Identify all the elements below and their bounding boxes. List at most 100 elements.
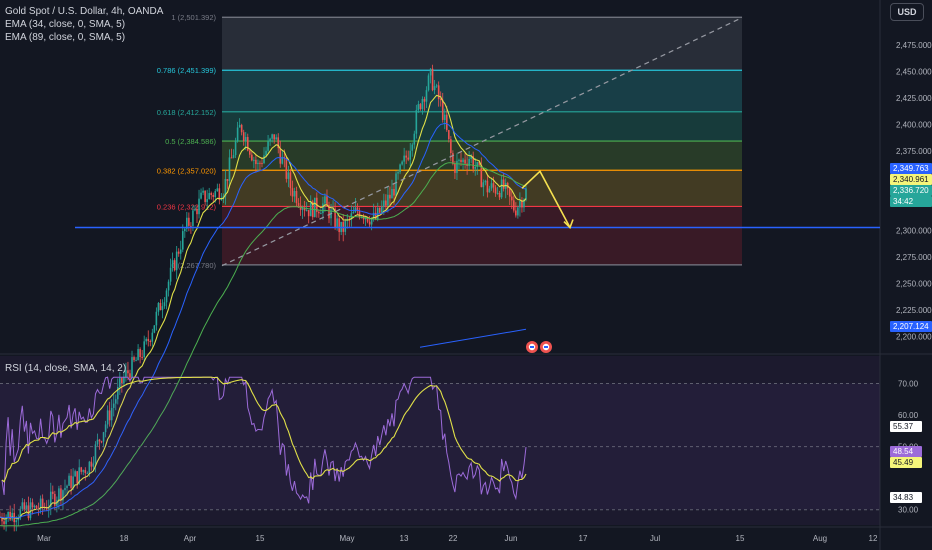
candle-body [104,424,107,433]
candle-body [515,210,517,216]
candle-body [468,158,470,167]
rsi-tick-label: 60.00 [898,411,919,420]
candle-body [29,502,32,519]
candle-body [45,507,48,510]
price-badge [890,185,932,196]
candle-body [423,98,426,102]
candle-body [313,197,316,218]
candle-body [277,137,280,149]
candle-body [368,221,371,225]
candle-body [159,302,162,311]
candle-body [500,179,503,198]
candle-body [523,199,525,208]
candle-body [281,157,284,164]
candle-body [320,213,322,215]
fib-level-label: 0 (2,267.780) [171,261,216,270]
candle-body [358,210,361,218]
candle-body [271,134,273,139]
candle-body [39,498,42,510]
candle-body [169,267,172,282]
candle-body [141,357,143,359]
candle-body [78,467,81,484]
currency-button[interactable]: USD [890,3,924,21]
candle-body [275,137,278,140]
candle-body [15,520,18,523]
candle-body [163,302,166,307]
candle-body [190,225,192,227]
ema34-legend: EMA (34, close, 0, SMA, 5) [5,19,126,30]
candle-body [419,104,422,110]
candle-body [490,183,493,189]
candle-body [137,349,139,361]
candle-body [198,198,200,215]
rsi-tick-label: 70.00 [898,379,919,388]
price-badge-label: 2,336.720 [893,186,929,195]
candle-body [273,134,275,140]
candle-body [399,164,401,173]
fib-zone [222,17,742,71]
candle-body [415,110,418,134]
candle-body [246,137,249,151]
candle-body [131,357,133,378]
candle-body [200,192,202,199]
candle-body [161,306,164,311]
event-flag-icon[interactable] [540,341,552,353]
candle-body [76,471,78,484]
candle-body [64,487,66,491]
candle-body [127,370,129,374]
candle-body [114,399,117,404]
candle-body [226,178,229,181]
candle-body [49,491,52,507]
candle-body [494,187,497,194]
candle-body [1,517,3,522]
candle-body [456,160,458,173]
candle-body [285,158,288,179]
candle-body [413,133,416,145]
candle-body [421,98,424,110]
candle-body [454,163,456,173]
fib-level-label: 0.5 (2,384.586) [165,137,216,146]
candle-body [35,505,38,510]
candle-body [92,463,95,467]
time-tick-label: 17 [579,534,588,543]
candle-body [334,208,336,228]
candle-body [96,439,99,445]
candle-body [3,521,5,524]
candle-body [23,502,26,511]
chart-legend: Gold Spot / U.S. Dollar, 4h, OANDA EMA (… [5,5,163,44]
candle-body [112,403,115,408]
candle-body [435,85,438,87]
candle-body [344,220,347,232]
candle-body [437,85,440,99]
candle-body [498,192,501,198]
projection-arrow [521,170,571,228]
candle-body [62,490,64,501]
price-badge [890,174,932,185]
candle-body [433,86,436,91]
fib-level-label: 0.236 (2,322.912) [157,202,217,211]
candle-body [261,162,263,164]
candle-body [326,196,328,205]
rsi-badge-label: 34.83 [893,493,914,502]
candle-body [389,194,391,199]
time-tick-label: 13 [400,534,409,543]
candle-body [147,338,150,342]
price-tick-label: 2,400.000 [896,121,932,130]
price-tick-label: 2,375.000 [896,147,932,156]
candle-body [297,203,300,206]
event-flag-icon[interactable] [526,341,538,353]
candle-body [224,178,227,197]
price-badge-label: 2,340.961 [893,175,929,184]
price-tick-label: 2,225.000 [896,306,932,315]
price-badge [890,196,932,207]
candle-body [460,159,462,163]
candle-body [374,212,377,219]
candle-body [196,209,198,215]
candle-body [291,188,294,197]
projection-arrowhead [563,219,574,229]
candle-body [521,201,523,208]
candle-body [251,154,253,161]
rsi-badge [890,446,922,457]
candle-body [255,159,257,165]
